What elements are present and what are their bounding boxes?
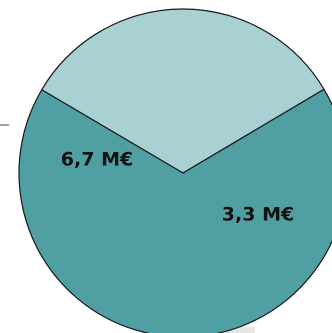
slice-large — [18, 88, 332, 333]
slices-group — [18, 8, 332, 333]
slice-label-large: 6,7 M€ — [61, 149, 133, 171]
slice-label-small: 3,3 M€ — [222, 204, 294, 226]
slice-small — [41, 8, 325, 174]
labels-group: 6,7 M€ 3,3 M€ — [61, 149, 294, 226]
